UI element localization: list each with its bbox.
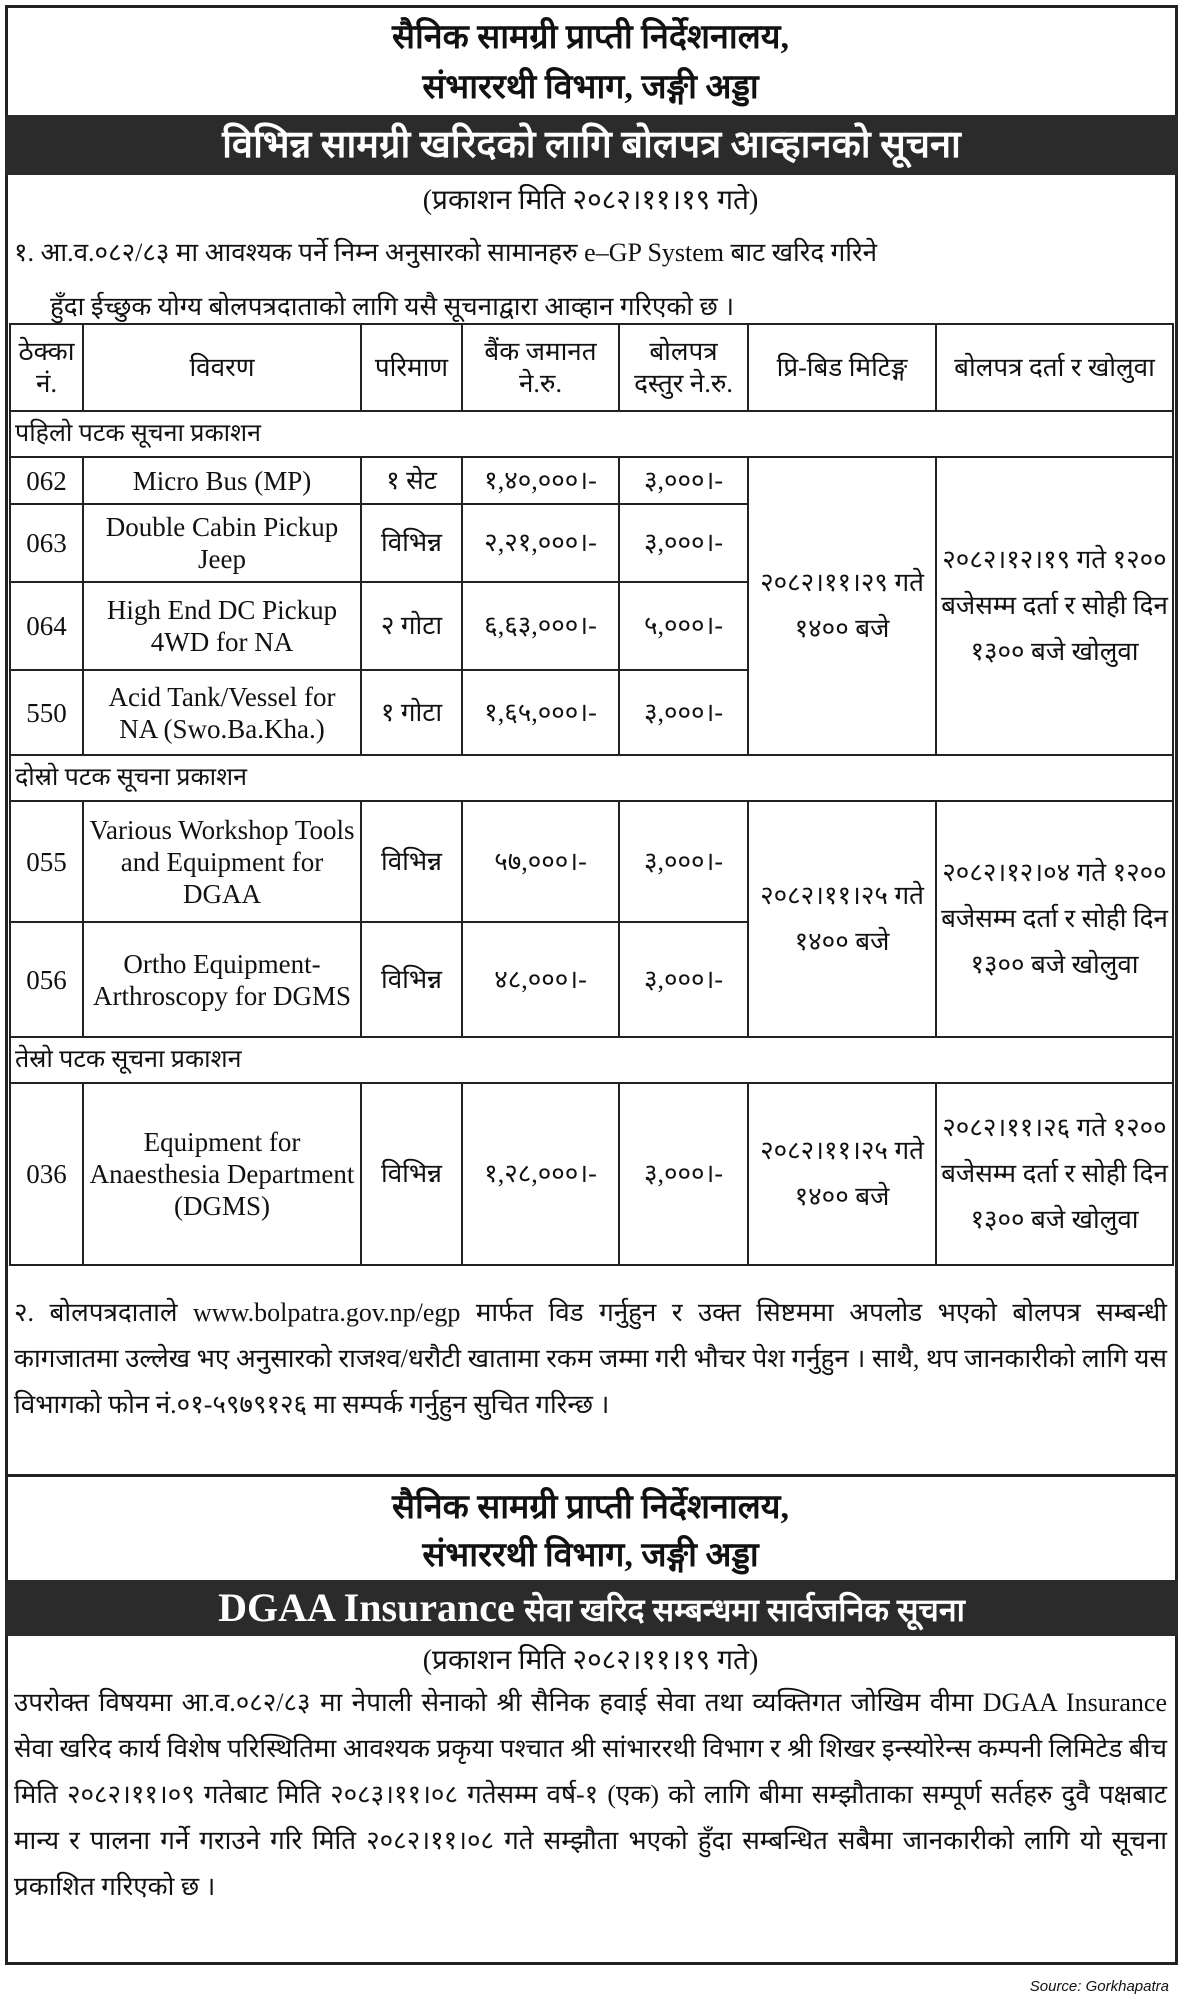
table-row: 062 Micro Bus (MP) १ सेट १,४०,०००।- ३,०००।- २… <box>9 456 1174 756</box>
table-row: 036 Equipment for Anaesthesia Department … <box>9 1082 1174 1266</box>
cell-qty: १ गोटा <box>360 669 463 756</box>
cell-bank: २,२१,०००।- <box>461 503 620 583</box>
column-header: बैंक जमानत ने.रु. <box>461 323 620 412</box>
notice-frame <box>5 5 1178 1965</box>
cell-no: 036 <box>9 1082 84 1266</box>
cell-qty: १ सेट <box>360 456 463 505</box>
cell-desc: Acid Tank/Vessel for NA (Swo.Ba.Kha.) <box>82 669 362 756</box>
cell-fee: ३,०००।- <box>618 800 749 923</box>
org-name-line1: सैनिक सामग्री प्राप्ती निर्देशनालय, <box>392 19 789 56</box>
column-header: बोलपत्र दर्ता र खोलुवा <box>935 323 1174 412</box>
org2-name-line2: संभाररथी विभाग, जङ्गी अड्डा <box>422 1537 759 1574</box>
cell-prebid: २०८२।११।२५ गते १४०० बजे <box>747 800 937 1038</box>
cell-prebid: २०८२।११।२९ गते १४०० बजे <box>747 456 937 756</box>
tender-table: ठेक्का नं. विवरण परिमाण बैंक जमानत ने.रु. बो… <box>9 323 1174 1266</box>
cell-no: 063 <box>9 503 84 583</box>
org2-name-line1: सैनिक सामग्री प्राप्ती निर्देशनालय, <box>392 1489 789 1526</box>
cell-qty: विभिन्न <box>360 921 463 1038</box>
cell-fee: ३,०००।- <box>618 669 749 756</box>
column-header: परिमाण <box>360 323 463 412</box>
cell-bank: १,२८,०००।- <box>461 1082 620 1266</box>
cell-no: 064 <box>9 581 84 671</box>
cell-desc: Micro Bus (MP) <box>82 456 362 505</box>
source-credit: Source: Gorkhapatra <box>1029 1978 1169 1995</box>
notice1-pub-date: (प्रकाशन मिति २०८२।११।१९ गते) <box>422 185 759 216</box>
column-header: ठेक्का नं. <box>9 323 84 412</box>
cell-desc: High End DC Pickup 4WD for NA <box>82 581 362 671</box>
cell-desc: Equipment for Anaesthesia Department (DG… <box>82 1082 362 1266</box>
notice1-title: विभिन्न सामग्री खरिदको लागि बोलपत्र आव्ह… <box>5 115 1178 175</box>
notice2-pub-date: (प्रकाशन मिति २०८२।११।१९ गते) <box>422 1645 759 1676</box>
cell-opening: २०८२।१२।१९ गते १२०० बजेसम्म दर्ता र सोही… <box>935 456 1174 756</box>
para1-line1: १. आ.व.०८२/८३ मा आवश्यक पर्ने निम्न अनुस… <box>14 238 878 267</box>
column-header: बोलपत्र दस्तुर ने.रु. <box>618 323 749 412</box>
cell-fee: ५,०००।- <box>618 581 749 671</box>
cell-bank: १,६५,०००।- <box>461 669 620 756</box>
column-header: विवरण <box>82 323 362 412</box>
cell-no: 550 <box>9 669 84 756</box>
notice1-para1: १. आ.व.०८२/८३ मा आवश्यक पर्ने निम्न अनुस… <box>14 226 1167 334</box>
cell-prebid: २०८२।११।२५ गते १४०० बजे <box>747 1082 937 1266</box>
table-row: 063 Double Cabin Pickup Jeep विभिन्न २,२१,०… <box>9 503 1173 583</box>
cell-bank: १,४०,०००।- <box>461 456 620 505</box>
notice2-title: DGAA Insurance सेवा खरिद सम्बन्धमा सार्व… <box>5 1580 1178 1636</box>
cell-bank: ५७,०००।- <box>461 800 620 923</box>
column-header: प्रि-बिड मिटिङ्ग <box>747 323 937 412</box>
notice1-para2: २. बोलपत्रदाताले www.bolpatra.gov.np/egp… <box>14 1298 1167 1419</box>
cell-fee: ३,०००।- <box>618 1082 749 1266</box>
table-row: 550 Acid Tank/Vessel for NA (Swo.Ba.Kha.)… <box>9 669 1173 756</box>
cell-no: 056 <box>9 921 84 1038</box>
cell-opening: २०८२।११।२६ गते १२०० बजेसम्म दर्ता र सोही… <box>935 1082 1174 1266</box>
cell-desc: Various Workshop Tools and Equipment for… <box>82 800 362 923</box>
notice2-body: उपरोक्त विषयमा आ.व.०८२/८३ मा नेपाली सेना… <box>14 1688 1167 1901</box>
section-heading: पहिलो पटक सूचना प्रकाशन <box>9 410 1174 458</box>
cell-no: 062 <box>9 456 84 505</box>
notice2-title-np: सेवा खरिद सम्बन्धमा सार्वजनिक सूचना <box>524 1592 965 1628</box>
cell-bank: ४८,०००।- <box>461 921 620 1038</box>
para1-line2: हुँदा ईच्छुक योग्य बोलपत्रदाताको लागि यस… <box>50 292 735 321</box>
cell-desc: Double Cabin Pickup Jeep <box>82 503 362 583</box>
cell-fee: ३,०००।- <box>618 456 749 505</box>
table-row: 056 Ortho Equipment-Arthroscopy for DGMS व… <box>9 921 1173 1038</box>
cell-bank: ६,६३,०००।- <box>461 581 620 671</box>
cell-fee: ३,०००।- <box>618 921 749 1038</box>
cell-qty: २ गोटा <box>360 581 463 671</box>
cell-opening: २०८२।१२।०४ गते १२०० बजेसम्म दर्ता र सोही… <box>935 800 1174 1038</box>
notice2-title-en: DGAA Insurance <box>218 1585 515 1630</box>
cell-no: 055 <box>9 800 84 923</box>
cell-qty: विभिन्न <box>360 1082 463 1266</box>
cell-desc: Ortho Equipment-Arthroscopy for DGMS <box>82 921 362 1038</box>
cell-qty: विभिन्न <box>360 503 463 583</box>
cell-qty: विभिन्न <box>360 800 463 923</box>
org-name-line2: संभाररथी विभाग, जङ्गी अड्डा <box>422 69 759 106</box>
section-heading: दोस्रो पटक सूचना प्रकाशन <box>9 754 1174 802</box>
table-row: 064 High End DC Pickup 4WD for NA २ गोटा ६,… <box>9 581 1173 671</box>
table-row: 055 Various Workshop Tools and Equipment … <box>9 800 1174 1038</box>
divider <box>5 1474 1178 1477</box>
cell-fee: ३,०००।- <box>618 503 749 583</box>
section-heading: तेस्रो पटक सूचना प्रकाशन <box>9 1036 1174 1084</box>
